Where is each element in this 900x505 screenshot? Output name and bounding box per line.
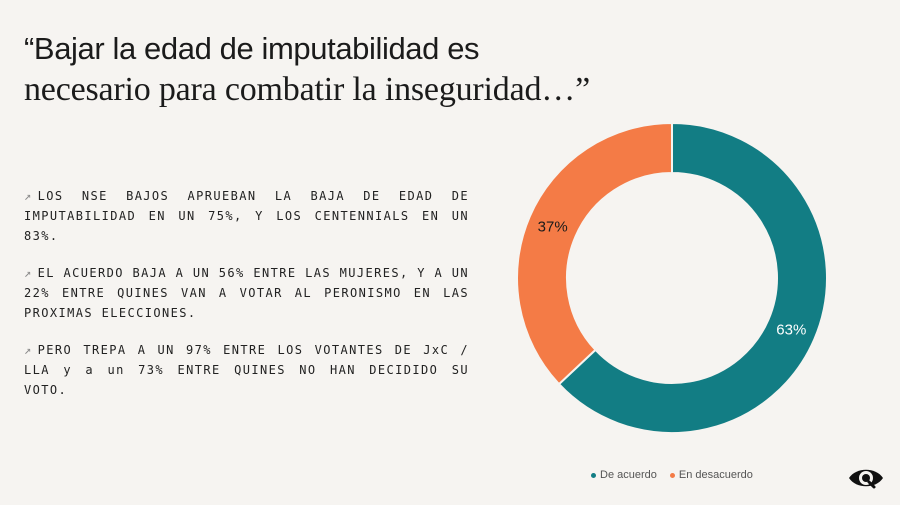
arrow-up-right-icon: ↗: [24, 266, 33, 280]
legend-label-de-acuerdo: De acuerdo: [600, 469, 657, 481]
donut-slice-en-desacuerdo: [516, 121, 673, 386]
legend-label-en-desacuerdo: En desacuerdo: [678, 469, 753, 481]
finding-text: LOS NSE BAJOS APRUEBAN LA BAJA DE EDAD D…: [24, 189, 469, 243]
findings-list: ↗ LOS NSE BAJOS APRUEBAN LA BAJA DE EDAD …: [24, 186, 469, 417]
legend-swatch-en-desacuerdo: [669, 472, 675, 478]
finding-item: ↗ PERO TREPA A UN 97% ENTRE LOS VOTANTES …: [24, 340, 469, 400]
chart-legend: De acuerdo En desacuerdo: [591, 469, 753, 481]
finding-text: EL ACUERDO BAJA A UN 56% ENTRE LAS MUJER…: [24, 266, 469, 320]
legend-swatch-de-acuerdo: [591, 472, 596, 478]
legend-item-en-desacuerdo: En desacuerdo: [669, 469, 753, 481]
finding-text: PERO TREPA A UN 97% ENTRE LOS VOTANTES D…: [24, 343, 469, 397]
legend-item-de-acuerdo: De acuerdo: [591, 469, 657, 481]
slide-title: “Bajar la edad de imputabilidad es neces…: [24, 30, 674, 112]
arrow-up-right-icon: ↗: [24, 343, 33, 357]
finding-item: ↗ LOS NSE BAJOS APRUEBAN LA BAJA DE EDAD …: [24, 186, 469, 246]
donut-label-de-acuerdo: 63%: [776, 322, 806, 339]
title-line-2: necesario para combatir la inseguridad…”: [24, 71, 590, 108]
donut-label-en-desacuerdo: 37%: [538, 218, 568, 235]
finding-item: ↗ EL ACUERDO BAJA A UN 56% ENTRE LAS MUJE…: [24, 263, 469, 323]
eye-logo-icon: [849, 469, 883, 489]
donut-slice-de-acuerdo: [557, 121, 828, 434]
donut-chart: 63% 37%: [516, 121, 828, 434]
title-line-1: “Bajar la edad de imputabilidad es: [24, 31, 480, 66]
arrow-up-right-icon: ↗: [24, 189, 33, 203]
